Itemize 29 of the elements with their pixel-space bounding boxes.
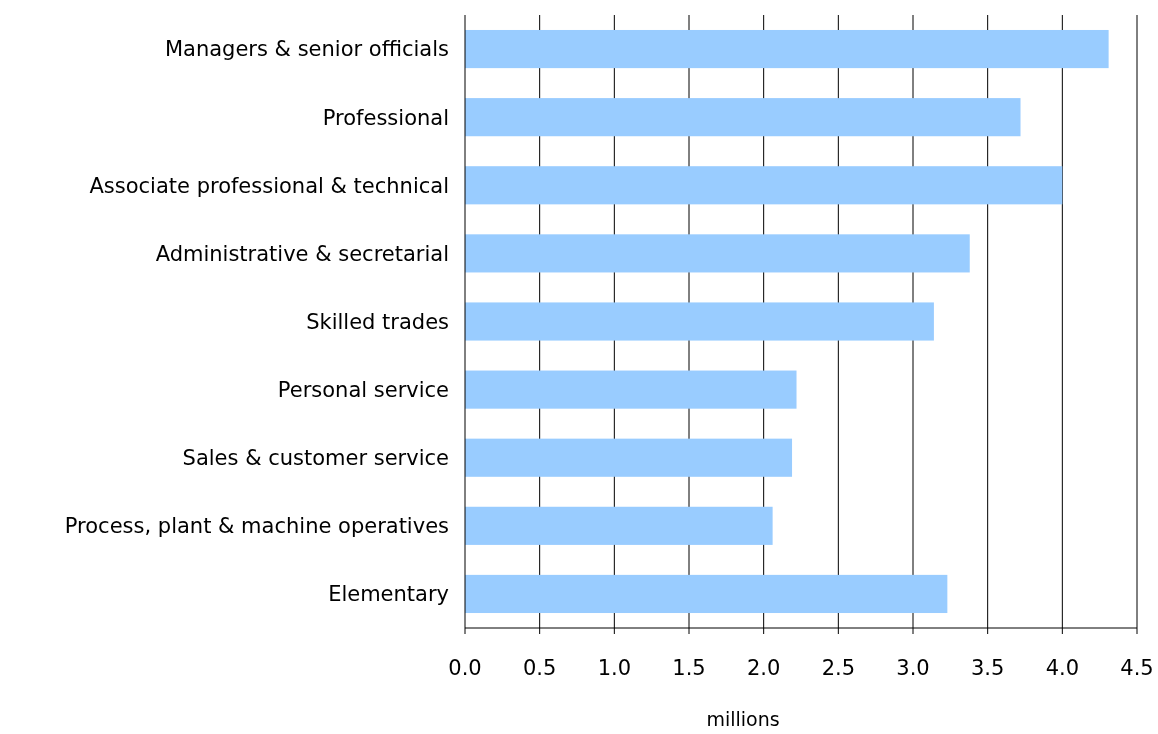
x-axis-title: millions <box>706 708 780 730</box>
x-tick-label: 1.0 <box>597 656 632 680</box>
bar <box>465 29 1109 69</box>
y-tick-label: Administrative & secretarial <box>155 241 449 266</box>
x-tick-label: 4.0 <box>1045 656 1080 680</box>
y-tick-label: Skilled trades <box>306 309 449 334</box>
bar <box>465 98 1021 137</box>
y-tick-label: Associate professional & technical <box>89 173 449 198</box>
y-tick-label: Personal service <box>277 377 449 402</box>
bar <box>465 234 970 273</box>
x-tick-label: 3.5 <box>970 656 1005 680</box>
x-tick-label: 2.5 <box>821 656 856 680</box>
y-tick-label: Sales & customer service <box>182 446 449 471</box>
x-tick-label: 1.5 <box>672 656 706 680</box>
bar <box>465 438 793 477</box>
y-tick-label: Managers & senior officials <box>164 37 449 62</box>
x-tick-label: 0.5 <box>522 656 557 680</box>
y-tick-label: Professional <box>322 105 449 130</box>
x-tick-label: 2.0 <box>746 656 781 680</box>
bar <box>465 302 934 341</box>
x-tick-label: 3.0 <box>896 656 930 680</box>
y-tick-label: Elementary <box>328 582 449 607</box>
y-tick-label: Process, plant & machine operatives <box>64 514 449 539</box>
bar <box>465 574 948 614</box>
bar <box>465 370 797 409</box>
bar <box>465 506 773 545</box>
bar <box>465 166 1063 205</box>
x-tick-label: 4.5 <box>1120 656 1154 680</box>
x-tick-label: 0.0 <box>448 656 482 680</box>
